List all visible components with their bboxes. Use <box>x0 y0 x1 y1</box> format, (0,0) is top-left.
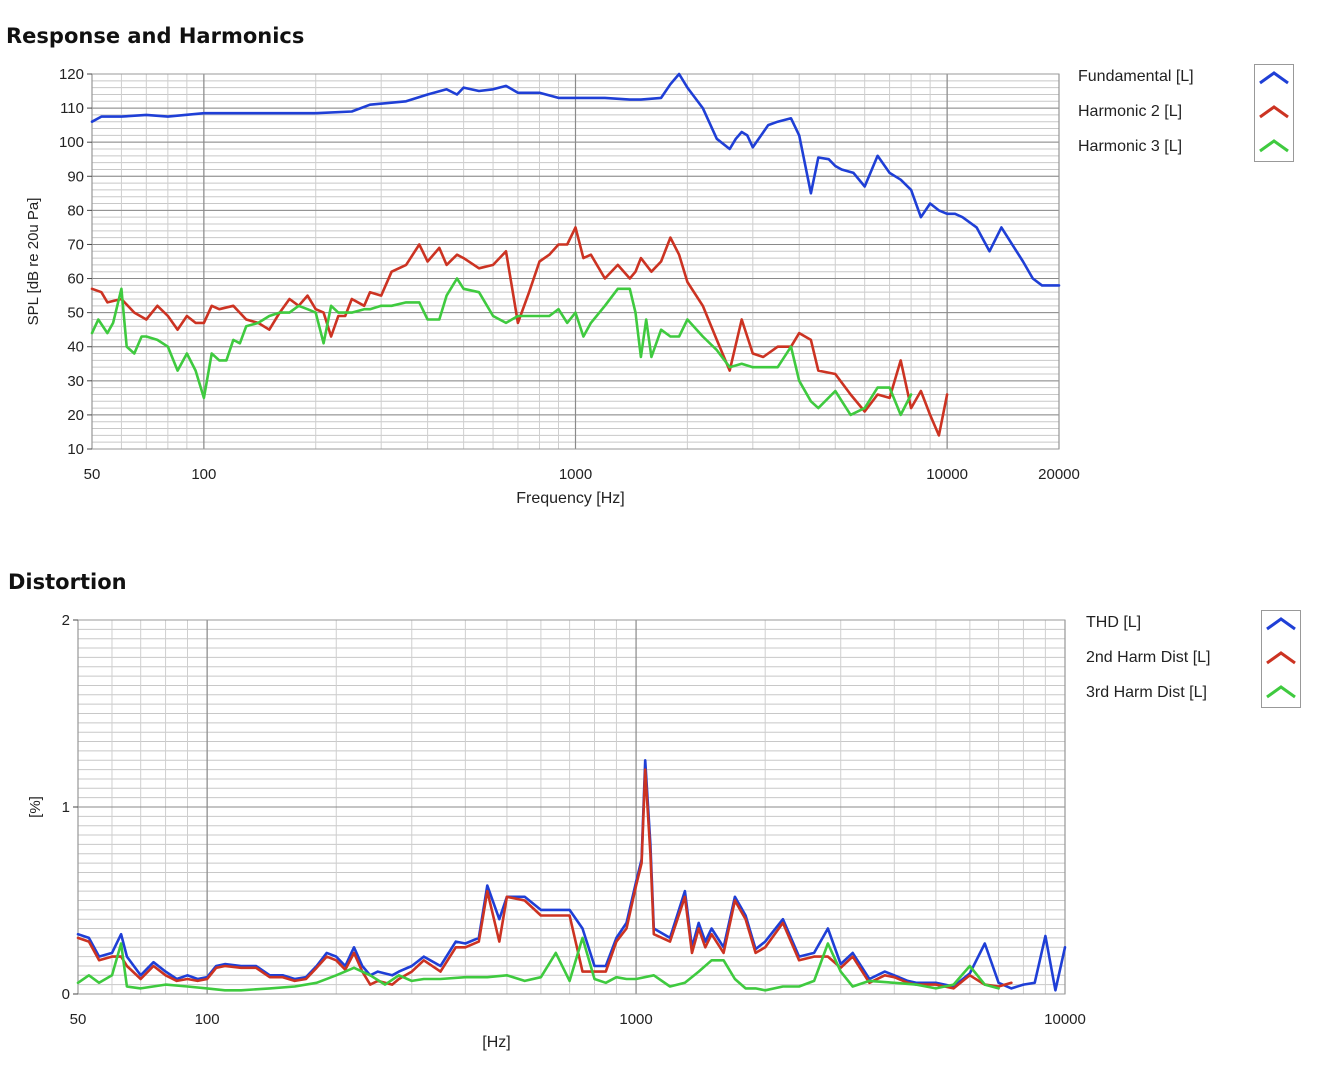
x-tick-label: 50 <box>70 1011 87 1028</box>
y-tick-label: 1 <box>62 799 70 816</box>
y-tick-label: 70 <box>67 236 84 253</box>
y-tick-label: 60 <box>67 271 84 288</box>
y-tick-label: 0 <box>62 986 70 1003</box>
plot-frame <box>91 73 1060 450</box>
legend-box <box>1261 610 1301 708</box>
y-tick-label: 110 <box>60 100 84 117</box>
y-tick-label: 30 <box>67 373 84 390</box>
legend-label-fundamental: Fundamental [L] <box>1078 68 1194 85</box>
legend-swatch-thd <box>1266 617 1296 631</box>
series-line-harmonic-2-l <box>90 226 949 437</box>
x-tick-label: 100 <box>191 466 216 483</box>
y-tick-label: 10 <box>67 441 84 458</box>
legend-swatch-3rd-harm <box>1266 685 1296 699</box>
legend-label-harmonic-3: Harmonic 3 [L] <box>1078 138 1183 155</box>
legend-label-harmonic-2: Harmonic 2 [L] <box>1078 103 1183 120</box>
series-line-2nd-harm-dist-l <box>76 768 1013 990</box>
y-axis-label: SPL [dB re 20u Pa] <box>25 198 42 326</box>
legend-swatch-2nd-harm <box>1266 651 1296 665</box>
series-line-thd-l <box>76 758 1067 992</box>
x-tick-label: 20000 <box>1038 466 1080 483</box>
y-tick-label: 50 <box>67 305 84 322</box>
x-tick-label: 10000 <box>926 466 968 483</box>
x-tick-label: 100 <box>195 1011 220 1028</box>
x-tick-label: 50 <box>84 466 101 483</box>
legend-swatch-fundamental <box>1259 71 1289 85</box>
legend-swatch-harmonic-3 <box>1259 139 1289 153</box>
legend-swatch-harmonic-2 <box>1259 105 1289 119</box>
y-tick-label: 90 <box>67 168 84 185</box>
series-line-3rd-harm-dist-l <box>76 936 1000 992</box>
x-tick-label: 10000 <box>1044 1011 1086 1028</box>
y-tick-label: 20 <box>67 407 84 424</box>
legend-label-2nd-harm: 2nd Harm Dist [L] <box>1086 649 1211 666</box>
legend-label-3rd-harm: 3rd Harm Dist [L] <box>1086 684 1207 701</box>
series-line-harmonic-3-l <box>90 277 913 417</box>
y-tick-label: 80 <box>67 202 84 219</box>
y-tick-label: 120 <box>59 66 84 83</box>
y-tick-label: 100 <box>59 134 84 151</box>
legend-box <box>1254 64 1294 162</box>
series-line-fundamental-l <box>90 72 1061 287</box>
y-axis-label: [%] <box>27 796 44 818</box>
y-tick-label: 40 <box>67 339 84 356</box>
chart-title: Distortion <box>8 570 127 594</box>
y-tick-label: 2 <box>62 612 70 629</box>
x-tick-label: 1000 <box>619 1011 652 1028</box>
x-axis-label: [Hz] <box>482 1034 510 1051</box>
legend-label-thd: THD [L] <box>1086 614 1142 631</box>
chart-title: Response and Harmonics <box>6 24 305 48</box>
x-tick-label: 1000 <box>559 466 592 483</box>
x-axis-label: Frequency [Hz] <box>516 490 624 507</box>
